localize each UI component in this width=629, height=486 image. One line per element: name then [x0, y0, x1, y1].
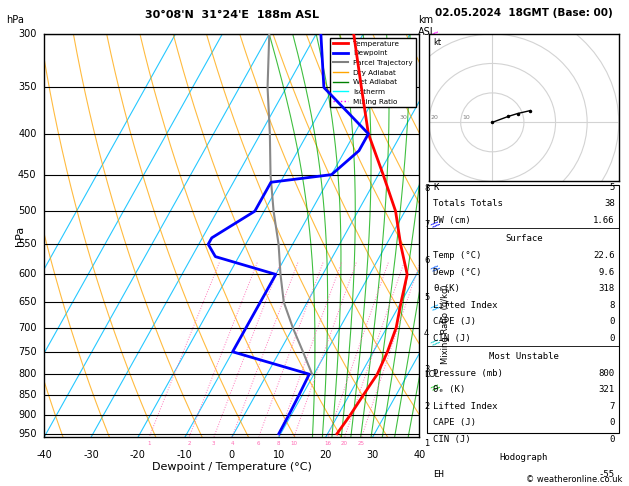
Text: //: // — [429, 220, 440, 230]
Text: -20: -20 — [130, 450, 146, 459]
Text: 800: 800 — [599, 369, 615, 378]
Text: 700: 700 — [18, 323, 36, 333]
Text: 7: 7 — [424, 220, 429, 229]
Text: //: // — [429, 29, 440, 39]
Text: Temp (°C): Temp (°C) — [433, 251, 481, 260]
X-axis label: Dewpoint / Temperature (°C): Dewpoint / Temperature (°C) — [152, 462, 311, 472]
Text: 3: 3 — [212, 441, 216, 446]
Text: Mixing Ratio (g/kg): Mixing Ratio (g/kg) — [441, 285, 450, 364]
Text: 650: 650 — [18, 297, 36, 307]
Text: CAPE (J): CAPE (J) — [433, 418, 476, 427]
Text: 850: 850 — [18, 390, 36, 400]
Text: EH: EH — [433, 470, 444, 479]
Text: 6: 6 — [257, 441, 260, 446]
Text: 300: 300 — [18, 29, 36, 39]
Text: 6: 6 — [424, 256, 429, 265]
Text: 1: 1 — [424, 439, 429, 448]
Text: Totals Totals: Totals Totals — [433, 199, 503, 208]
Text: 550: 550 — [18, 239, 36, 249]
Text: PW (cm): PW (cm) — [433, 216, 470, 225]
Text: CIN (J): CIN (J) — [433, 435, 470, 444]
Text: Lifted Index: Lifted Index — [433, 402, 498, 411]
Text: -40: -40 — [36, 450, 52, 459]
Text: hPa: hPa — [14, 226, 25, 246]
Text: 8: 8 — [610, 301, 615, 310]
Text: //: // — [429, 337, 440, 347]
Text: hPa: hPa — [6, 15, 24, 25]
Text: 40: 40 — [413, 450, 426, 459]
Text: 321: 321 — [599, 385, 615, 394]
Text: //: // — [429, 302, 440, 312]
Text: 2: 2 — [424, 402, 429, 411]
Text: 500: 500 — [18, 206, 36, 216]
Text: 10: 10 — [272, 450, 285, 459]
Text: 30°08'N  31°24'E  188m ASL: 30°08'N 31°24'E 188m ASL — [145, 10, 319, 20]
Text: K: K — [433, 183, 438, 192]
Text: -30: -30 — [83, 450, 99, 459]
Text: //: // — [429, 111, 440, 121]
Text: CIN (J): CIN (J) — [433, 334, 470, 343]
Text: 318: 318 — [599, 284, 615, 293]
Text: 30: 30 — [366, 450, 379, 459]
Text: 4: 4 — [230, 441, 234, 446]
Text: 22.6: 22.6 — [593, 251, 615, 260]
Text: 0: 0 — [229, 450, 235, 459]
Text: 0: 0 — [610, 435, 615, 444]
Text: 1.66: 1.66 — [593, 216, 615, 225]
Text: 20: 20 — [320, 450, 331, 459]
Text: © weatheronline.co.uk: © weatheronline.co.uk — [526, 474, 623, 484]
Text: 800: 800 — [18, 369, 36, 379]
Text: θₑ(K): θₑ(K) — [433, 284, 460, 293]
Text: 450: 450 — [18, 170, 36, 180]
Text: θₑ (K): θₑ (K) — [433, 385, 465, 394]
Text: 38: 38 — [604, 199, 615, 208]
Text: 8: 8 — [276, 441, 280, 446]
Text: 10: 10 — [291, 441, 298, 446]
Text: //: // — [429, 170, 440, 180]
Text: 0: 0 — [610, 317, 615, 326]
Text: 5: 5 — [610, 183, 615, 192]
Text: 950: 950 — [18, 429, 36, 439]
Text: 750: 750 — [18, 347, 36, 357]
Text: 7: 7 — [610, 402, 615, 411]
Text: 8: 8 — [424, 184, 429, 193]
Text: Lifted Index: Lifted Index — [433, 301, 498, 310]
Text: -55: -55 — [599, 470, 615, 479]
Text: -10: -10 — [177, 450, 192, 459]
Text: Most Unstable: Most Unstable — [489, 352, 559, 361]
Text: CAPE (J): CAPE (J) — [433, 317, 476, 326]
Text: LCL: LCL — [424, 370, 439, 379]
Legend: Temperature, Dewpoint, Parcel Trajectory, Dry Adiabat, Wet Adiabat, Isotherm, Mi: Temperature, Dewpoint, Parcel Trajectory… — [330, 37, 416, 107]
Text: 600: 600 — [18, 269, 36, 279]
Text: 350: 350 — [18, 83, 36, 92]
Text: 02.05.2024  18GMT (Base: 00): 02.05.2024 18GMT (Base: 00) — [435, 8, 613, 18]
Text: 900: 900 — [18, 410, 36, 420]
Text: 25: 25 — [358, 441, 365, 446]
Text: 3: 3 — [424, 365, 429, 374]
Text: 4: 4 — [424, 329, 429, 338]
Text: Dewp (°C): Dewp (°C) — [433, 267, 481, 277]
Text: 400: 400 — [18, 129, 36, 139]
Text: km: km — [418, 15, 433, 25]
Text: 16: 16 — [325, 441, 331, 446]
Text: 0: 0 — [610, 418, 615, 427]
Text: //: // — [429, 263, 440, 274]
Text: ASL: ASL — [418, 27, 437, 37]
Text: Hodograph: Hodograph — [499, 453, 548, 463]
Text: 20: 20 — [341, 441, 348, 446]
Text: Surface: Surface — [505, 234, 543, 243]
Text: //: // — [429, 382, 440, 392]
Text: 1: 1 — [147, 441, 151, 446]
Text: 0: 0 — [610, 334, 615, 343]
Text: Pressure (mb): Pressure (mb) — [433, 369, 503, 378]
Text: 2: 2 — [187, 441, 191, 446]
Text: 9.6: 9.6 — [599, 267, 615, 277]
Text: 5: 5 — [424, 293, 429, 302]
